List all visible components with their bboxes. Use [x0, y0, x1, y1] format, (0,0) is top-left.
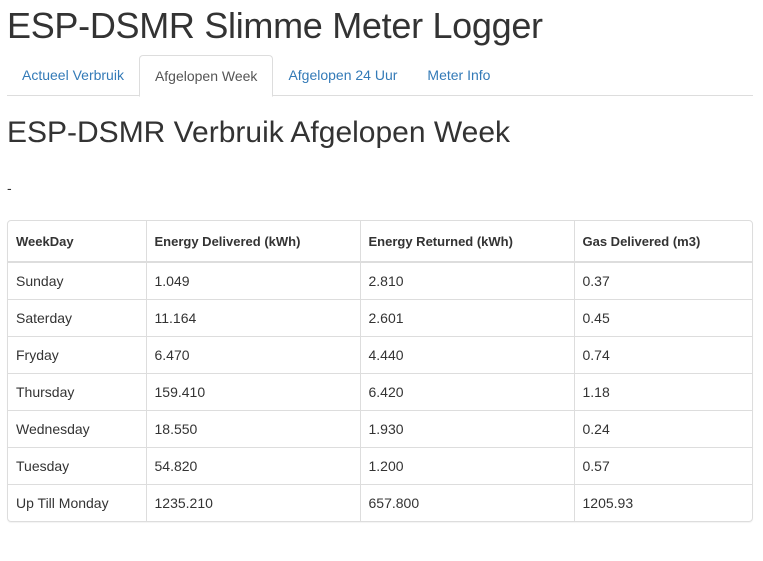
table-header-row: WeekDay Energy Delivered (kWh) Energy Re… — [8, 221, 752, 263]
table-row: Fryday 6.470 4.440 0.74 — [8, 336, 752, 374]
cell-weekday: Fryday — [8, 336, 147, 374]
column-header-energy-returned: Energy Returned (kWh) — [360, 221, 575, 263]
weekly-usage-table: WeekDay Energy Delivered (kWh) Energy Re… — [7, 220, 753, 522]
cell-energy-delivered: 54.820 — [146, 447, 361, 485]
tab-actueel-verbruik[interactable]: Actueel Verbruik — [22, 67, 124, 83]
cell-gas-delivered: 0.24 — [574, 410, 752, 448]
section-title: ESP-DSMR Verbruik Afgelopen Week — [7, 116, 511, 149]
table-row: Sunday 1.049 2.810 0.37 — [8, 262, 752, 300]
table-row: Up Till Monday 1235.210 657.800 1205.93 — [8, 484, 752, 521]
column-header-energy-delivered: Energy Delivered (kWh) — [146, 221, 361, 263]
cell-weekday: Up Till Monday — [8, 484, 147, 521]
cell-energy-returned: 6.420 — [360, 373, 575, 411]
cell-energy-returned: 657.800 — [360, 484, 575, 521]
usage-table: WeekDay Energy Delivered (kWh) Energy Re… — [8, 221, 752, 521]
cell-energy-returned: 1.200 — [360, 447, 575, 485]
table-row: Thursday 159.410 6.420 1.18 — [8, 373, 752, 411]
cell-energy-delivered: 6.470 — [146, 336, 361, 374]
cell-gas-delivered: 1.18 — [574, 373, 752, 411]
cell-weekday: Tuesday — [8, 447, 147, 485]
cell-gas-delivered: 0.57 — [574, 447, 752, 485]
cell-gas-delivered: 0.37 — [582, 273, 610, 289]
cell-energy-delivered: 159.410 — [146, 373, 361, 411]
cell-energy-returned: 2.601 — [360, 299, 575, 337]
status-text: - — [7, 180, 12, 196]
column-header-gas-delivered: Gas Delivered (m3) — [574, 221, 752, 263]
cell-gas-delivered: 0.74 — [574, 336, 752, 374]
cell-energy-delivered: 18.550 — [146, 410, 361, 448]
cell-energy-returned: 2.810 — [360, 262, 575, 300]
cell-weekday: Sunday — [8, 262, 147, 300]
cell-weekday: Saterday — [8, 299, 147, 337]
column-header-weekday: WeekDay — [8, 221, 147, 263]
cell-energy-delivered: 1.049 — [146, 262, 361, 300]
cell-energy-delivered: 11.164 — [146, 299, 361, 337]
tab-meter-info[interactable]: Meter Info — [427, 67, 491, 83]
cell-energy-returned: 4.440 — [360, 336, 575, 374]
tab-bar: Actueel Verbruik Afgelopen Week Afgelope… — [7, 55, 753, 97]
cell-weekday: Wednesday — [8, 410, 147, 448]
tab-afgelopen-week[interactable]: Afgelopen Week — [138, 55, 274, 97]
cell-gas-delivered: 1205.93 — [574, 484, 752, 521]
table-row: Saterday 11.164 2.601 0.45 — [8, 299, 752, 337]
cell-weekday: Thursday — [8, 373, 147, 411]
cell-energy-delivered: 1235.210 — [146, 484, 361, 521]
cell-gas-delivered: 0.45 — [574, 299, 752, 337]
app-title: ESP-DSMR Slimme Meter Logger — [7, 5, 543, 46]
cell-energy-returned: 1.930 — [360, 410, 575, 448]
table-row: Tuesday 54.820 1.200 0.57 — [8, 447, 752, 485]
tab-afgelopen-24-uur[interactable]: Afgelopen 24 Uur — [288, 67, 398, 83]
table-row: Wednesday 18.550 1.930 0.24 — [8, 410, 752, 448]
